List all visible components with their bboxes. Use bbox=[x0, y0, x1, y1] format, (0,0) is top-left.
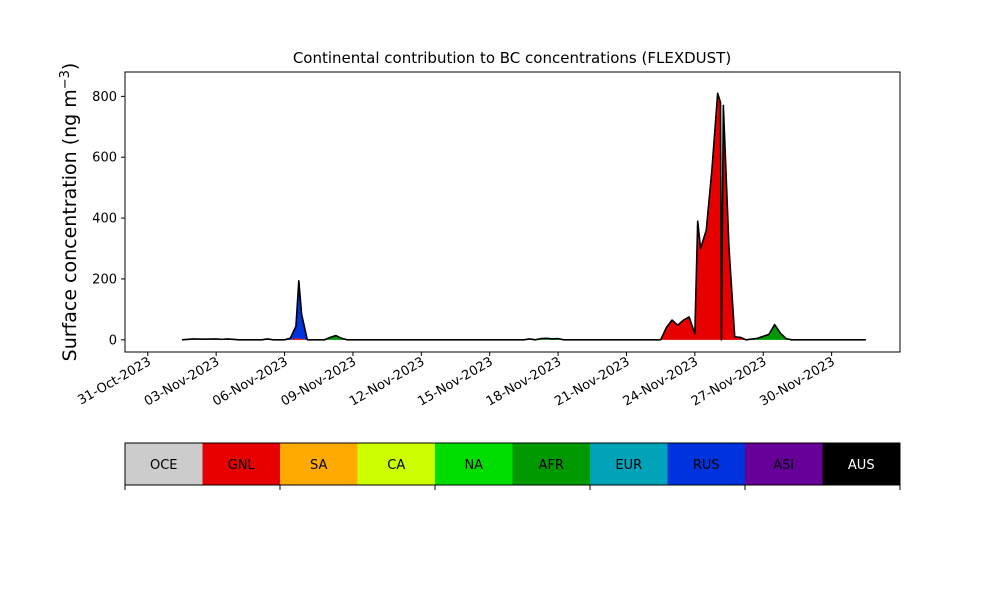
series-area-na bbox=[181, 93, 866, 340]
y-axis-label: Surface concentration (ng m−3) bbox=[58, 63, 81, 362]
chart-title: Continental contribution to BC concentra… bbox=[293, 49, 731, 67]
legend-label-gnl: GNL bbox=[228, 458, 256, 473]
y-tick-label: 200 bbox=[92, 272, 117, 287]
x-tick-label: 21-Nov-2023 bbox=[552, 354, 632, 409]
x-tick-label: 24-Nov-2023 bbox=[621, 354, 701, 409]
y-axis-label-main: Surface concentration (ng m bbox=[59, 89, 81, 361]
series-area-oce bbox=[181, 93, 866, 340]
legend-swatch-ca bbox=[357, 443, 436, 485]
y-tick-label: 600 bbox=[92, 151, 117, 166]
legend-label-ca: CA bbox=[387, 458, 405, 473]
legend-swatch-sa bbox=[280, 443, 358, 485]
legend-label-na: NA bbox=[464, 458, 483, 473]
legend-swatch-eur bbox=[590, 443, 668, 485]
series-area-gnl bbox=[181, 93, 866, 340]
legend-swatch-rus bbox=[667, 443, 746, 485]
legend-label-eur: EUR bbox=[615, 458, 642, 473]
x-tick-label: 09-Nov-2023 bbox=[279, 354, 359, 409]
legend-label-rus: RUS bbox=[693, 458, 720, 473]
x-tick-label: 06-Nov-2023 bbox=[210, 354, 290, 409]
x-tick-label: 31-Oct-2023 bbox=[75, 354, 153, 408]
y-axis-label-sup: −3 bbox=[58, 70, 73, 89]
legend-frame bbox=[124, 442, 901, 486]
x-tick-label: 15-Nov-2023 bbox=[415, 354, 495, 409]
series-area-afr bbox=[181, 93, 866, 340]
series-area-sa bbox=[181, 93, 866, 340]
y-tick-label: 0 bbox=[109, 333, 117, 348]
total-line bbox=[181, 92, 866, 341]
x-tick-label: 12-Nov-2023 bbox=[347, 354, 427, 409]
y-axis-label-close: ) bbox=[59, 63, 81, 70]
x-tick-label: 18-Nov-2023 bbox=[484, 354, 564, 409]
legend-label-asi: ASI bbox=[773, 458, 794, 473]
y-tick-label: 800 bbox=[92, 90, 117, 105]
x-tick-label: 30-Nov-2023 bbox=[757, 354, 837, 409]
legend-swatch-asi bbox=[745, 443, 823, 485]
legend-swatch-aus bbox=[822, 443, 901, 485]
legend-label-oce: OCE bbox=[150, 458, 178, 473]
plot-area bbox=[181, 92, 866, 341]
plot-frame bbox=[124, 71, 901, 353]
legend-swatch-afr bbox=[512, 443, 591, 485]
legend-label-afr: AFR bbox=[539, 458, 564, 473]
y-tick-label: 400 bbox=[92, 212, 117, 227]
x-tick-label: 27-Nov-2023 bbox=[689, 354, 769, 409]
x-tick-label: 03-Nov-2023 bbox=[142, 354, 222, 409]
legend-swatch-na bbox=[435, 443, 513, 485]
series-area-rus bbox=[181, 93, 866, 340]
legend-label-aus: AUS bbox=[848, 458, 875, 473]
legend-swatch-oce bbox=[125, 443, 203, 485]
legend-label-sa: SA bbox=[310, 458, 327, 473]
legend: OCE GNL SA CA NA AFR EUR RUS ASI AUS bbox=[124, 442, 901, 490]
axes: 0 200 400 600 800 31-Oct-202303-Nov-202306-No… bbox=[75, 71, 901, 409]
legend-swatch-gnl bbox=[202, 443, 281, 485]
